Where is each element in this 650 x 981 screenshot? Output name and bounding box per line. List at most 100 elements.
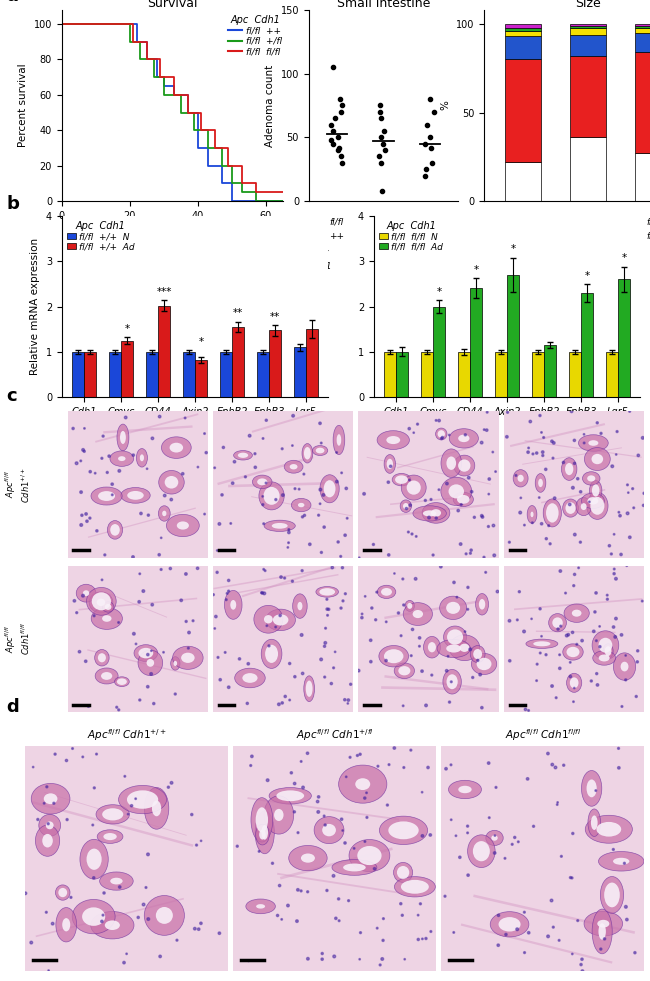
Point: [331, 910, 341, 926]
Point: [434, 482, 444, 497]
Point: [389, 741, 400, 756]
Point: [41, 904, 51, 920]
Ellipse shape: [530, 512, 534, 517]
Point: [68, 741, 78, 756]
Ellipse shape: [447, 645, 461, 652]
Point: [285, 655, 295, 671]
Point: [567, 480, 578, 495]
Ellipse shape: [599, 654, 610, 661]
Ellipse shape: [173, 646, 203, 669]
Point: [602, 588, 612, 603]
Point: [170, 686, 181, 701]
Ellipse shape: [82, 907, 105, 926]
Point: [328, 123, 338, 138]
Point: [573, 560, 584, 576]
Point: [424, 91, 435, 107]
Point: [414, 639, 424, 654]
Ellipse shape: [356, 778, 370, 790]
Point: [172, 932, 182, 948]
Point: [575, 484, 586, 499]
Point: [319, 808, 330, 824]
Ellipse shape: [563, 499, 578, 517]
Text: *: *: [198, 336, 203, 347]
Point: [586, 673, 597, 689]
Point: [440, 889, 450, 904]
Ellipse shape: [584, 911, 623, 936]
Ellipse shape: [405, 600, 415, 611]
Point: [588, 624, 599, 640]
Point: [372, 920, 382, 936]
Point: [354, 549, 365, 565]
Point: [404, 421, 415, 437]
Text: fl/fl: fl/fl: [423, 232, 437, 240]
Point: [413, 932, 423, 948]
Text: *: *: [510, 244, 515, 254]
Point: [327, 560, 337, 576]
Point: [337, 811, 347, 827]
Point: [89, 608, 99, 624]
Point: [196, 915, 206, 931]
Point: [575, 535, 586, 550]
Point: [20, 886, 31, 902]
Point: [493, 907, 504, 923]
Ellipse shape: [621, 662, 629, 671]
Title: Survival: Survival: [147, 0, 198, 10]
Ellipse shape: [111, 878, 123, 885]
Ellipse shape: [403, 602, 432, 626]
Text: fl/+: fl/+: [376, 232, 391, 240]
Point: [428, 547, 438, 563]
Point: [313, 789, 324, 804]
Bar: [636, 27, 650, 32]
Point: [555, 563, 566, 579]
Ellipse shape: [400, 500, 411, 512]
Ellipse shape: [320, 475, 339, 503]
Point: [330, 110, 341, 126]
Point: [261, 412, 272, 428]
Bar: [158, 306, 170, 397]
Point: [443, 648, 453, 664]
Point: [336, 600, 346, 616]
Point: [333, 142, 343, 158]
Point: [209, 460, 220, 476]
Ellipse shape: [431, 509, 441, 517]
Point: [98, 429, 109, 444]
Point: [374, 104, 385, 120]
Bar: [506, 24, 541, 27]
Ellipse shape: [395, 476, 408, 484]
Ellipse shape: [447, 456, 456, 470]
Point: [316, 436, 326, 451]
Point: [615, 508, 625, 524]
Point: [156, 530, 166, 545]
Ellipse shape: [96, 804, 129, 824]
Point: [493, 938, 504, 954]
Point: [431, 510, 441, 526]
Ellipse shape: [422, 502, 450, 523]
Point: [383, 475, 393, 490]
Point: [211, 608, 221, 624]
Ellipse shape: [457, 495, 469, 504]
Point: [224, 680, 234, 696]
Bar: [506, 162, 541, 201]
Ellipse shape: [138, 650, 162, 676]
Ellipse shape: [324, 480, 335, 497]
Point: [326, 676, 337, 692]
Point: [296, 627, 307, 643]
Point: [335, 548, 346, 564]
Point: [341, 481, 352, 496]
Point: [607, 458, 618, 474]
Point: [283, 525, 294, 541]
Ellipse shape: [407, 603, 412, 609]
Ellipse shape: [86, 849, 101, 870]
Point: [633, 447, 644, 463]
Point: [42, 779, 52, 795]
Point: [528, 446, 538, 462]
Ellipse shape: [513, 470, 528, 487]
Point: [482, 422, 492, 438]
Ellipse shape: [238, 452, 248, 458]
Point: [299, 466, 309, 482]
Bar: [571, 27, 606, 34]
Point: [290, 481, 300, 496]
Point: [313, 507, 324, 523]
Ellipse shape: [159, 506, 170, 521]
Ellipse shape: [614, 652, 636, 680]
